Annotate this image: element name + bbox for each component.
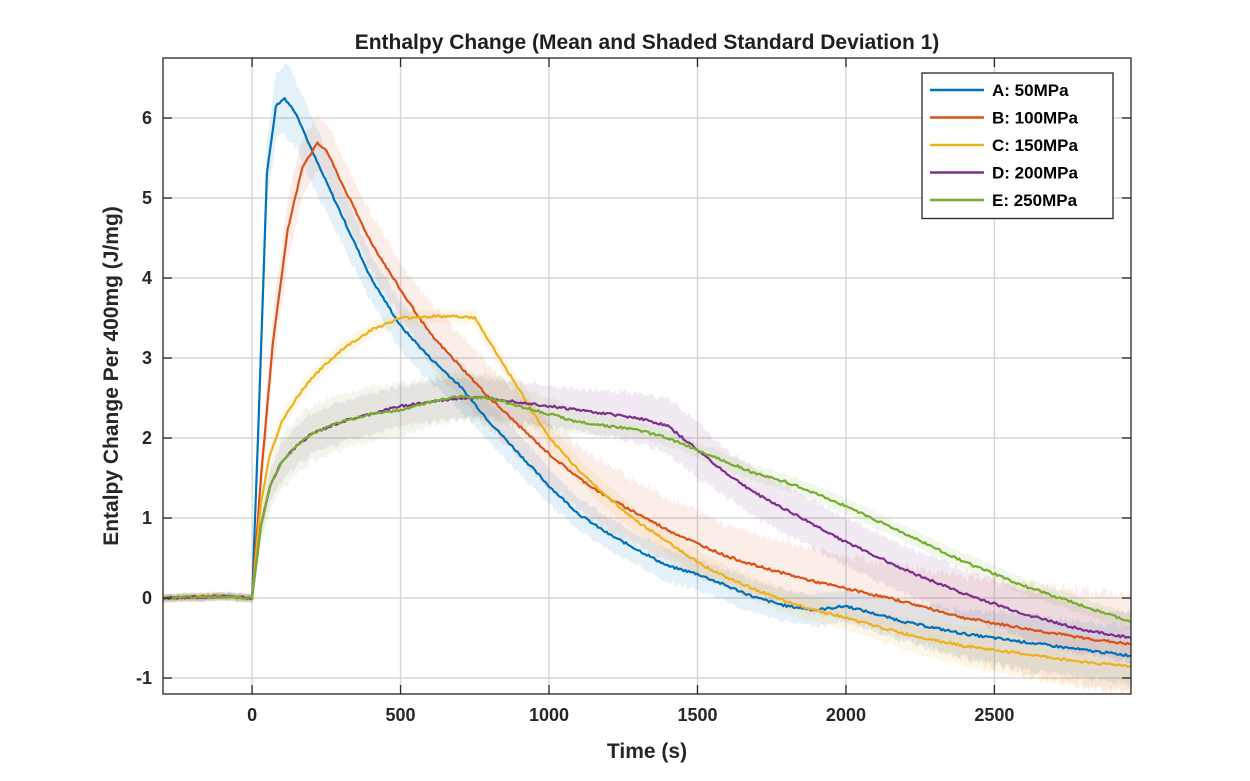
y-tick-label-2: 1 [142, 508, 152, 528]
x-tick-label-3: 1500 [677, 705, 717, 725]
sd-band-2 [163, 308, 1131, 691]
y-tick-label-4: 3 [142, 348, 152, 368]
plot-frame [162, 57, 1132, 695]
series-line-0 [162, 96, 1132, 658]
ticks: 0 500 1000 1500 2000 2500 -1 0 1 2 3 4 5 6 [136, 58, 1131, 725]
series-line-2 [162, 314, 1132, 668]
series-lines [162, 96, 1132, 668]
series-line-4 [162, 394, 1132, 624]
series-line-1 [162, 141, 1132, 646]
x-axis-label: Time (s) [607, 740, 687, 763]
legend-entry-2: C: 150MPa [992, 136, 1079, 155]
chart-title: Enthalpy Change (Mean and Shaded Standar… [355, 31, 940, 54]
y-tick-label-5: 4 [142, 268, 152, 288]
sd-band-0 [163, 62, 1131, 687]
y-tick-label-0: -1 [136, 668, 152, 688]
legend-entry-3: D: 200MPa [992, 164, 1079, 183]
y-tick-label-6: 5 [142, 188, 152, 208]
sd-band-1 [163, 113, 1131, 696]
series-line-3 [162, 396, 1132, 640]
x-tick-label-0: 0 [247, 705, 257, 725]
legend-entry-0: A: 50MPa [992, 81, 1069, 100]
x-tick-label-4: 2000 [826, 705, 866, 725]
x-tick-label-2: 1000 [529, 705, 569, 725]
legend: A: 50MPa B: 100MPa C: 150MPa D: 200MPa E: 25… [921, 72, 1114, 220]
y-tick-label-7: 6 [142, 108, 152, 128]
y-tick-label-3: 2 [142, 428, 152, 448]
x-tick-label-1: 500 [386, 705, 416, 725]
sd-band-4 [163, 370, 1131, 630]
y-axis-label: Entalpy Change Per 400mg (J/mg) [100, 206, 123, 546]
y-tick-label-1: 0 [142, 588, 152, 608]
x-tick-label-5: 2500 [974, 705, 1014, 725]
legend-entry-4: E: 250MPa [992, 191, 1078, 210]
legend-entry-1: B: 100MPa [992, 109, 1079, 128]
